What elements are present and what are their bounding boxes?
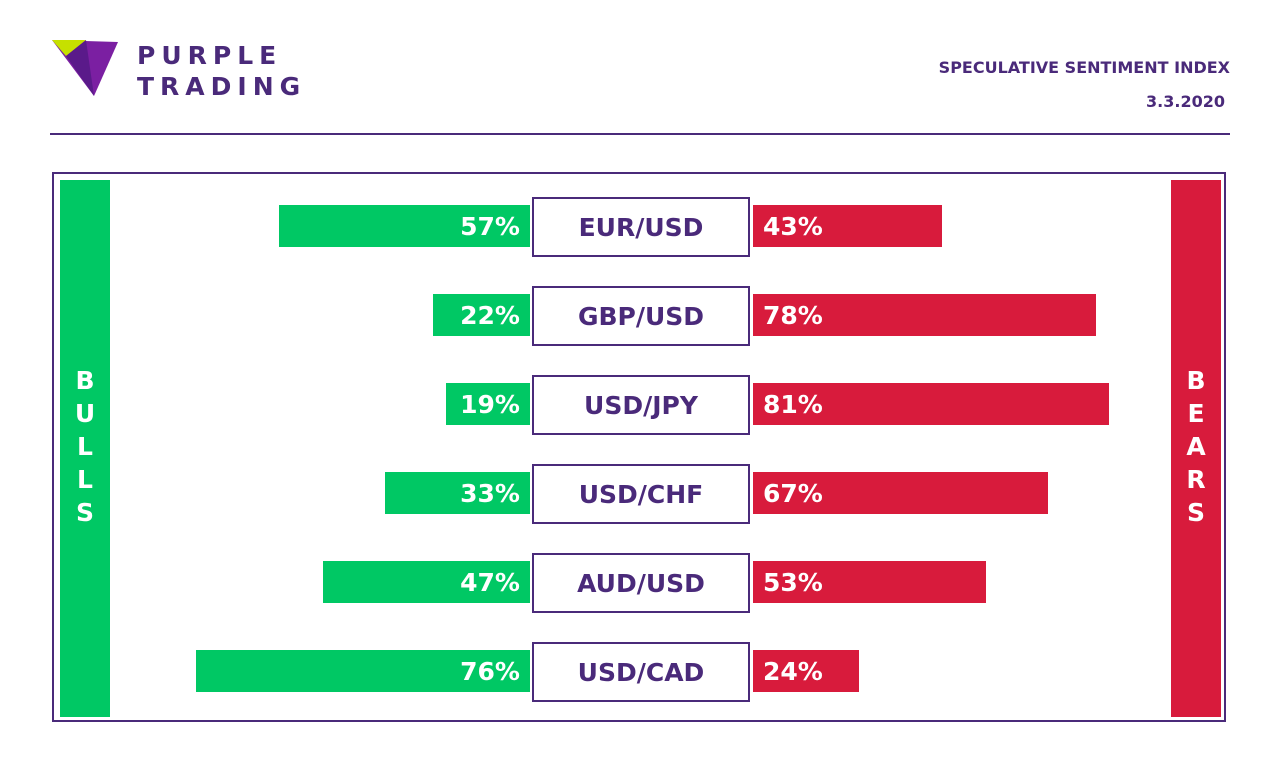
bear-bar-usd-chf: 67% [753, 472, 1048, 514]
bear-bar-gbp-usd: 78% [753, 294, 1097, 336]
currency-pair-label-eur-usd: EUR/USD [532, 197, 750, 257]
report-date: 3.3.2020 [1146, 92, 1225, 111]
bull-bar-usd-cad: 76% [195, 650, 530, 692]
bull-percent-label: 22% [460, 300, 520, 330]
header-divider [50, 133, 1230, 135]
bull-bar-eur-usd: 57% [279, 205, 530, 247]
bull-percent-label: 47% [460, 567, 520, 597]
bear-bar-usd-jpy: 81% [753, 383, 1110, 425]
bull-percent-label: 33% [460, 478, 520, 508]
bear-percent-label: 81% [763, 389, 823, 419]
bull-percent-label: 76% [460, 656, 520, 686]
bear-bar-aud-usd: 53% [753, 561, 987, 603]
bull-bar-gbp-usd: 22% [433, 294, 530, 336]
bears-label: BEARS [1181, 366, 1211, 531]
bull-bar-usd-chf: 33% [384, 472, 530, 514]
bear-percent-label: 24% [763, 656, 823, 686]
bulls-label: BULLS [70, 366, 100, 531]
purple-trading-logo [52, 40, 118, 96]
currency-pair-label-usd-cad: USD/CAD [532, 642, 750, 702]
bear-percent-label: 43% [763, 211, 823, 241]
currency-pair-label-usd-chf: USD/CHF [532, 464, 750, 524]
brand-name: PURPLE TRADING [137, 40, 306, 102]
bull-bar-aud-usd: 47% [323, 561, 530, 603]
bull-percent-label: 19% [460, 389, 520, 419]
bull-percent-label: 57% [460, 211, 520, 241]
bears-side-bar: BEARS [1171, 180, 1221, 717]
bear-percent-label: 78% [763, 300, 823, 330]
currency-pair-label-gbp-usd: GBP/USD [532, 286, 750, 346]
page-title: SPECULATIVE SENTIMENT INDEX [938, 58, 1230, 77]
bear-bar-usd-cad: 24% [753, 650, 859, 692]
currency-pair-label-usd-jpy: USD/JPY [532, 375, 750, 435]
bull-bar-usd-jpy: 19% [446, 383, 530, 425]
brand-name-line1: PURPLE [137, 41, 283, 70]
brand-name-line2: TRADING [137, 72, 307, 101]
bulls-side-bar: BULLS [60, 180, 110, 717]
chart-panel [52, 172, 1226, 722]
bear-bar-eur-usd: 43% [753, 205, 943, 247]
bear-percent-label: 53% [763, 567, 823, 597]
currency-pair-label-aud-usd: AUD/USD [532, 553, 750, 613]
bear-percent-label: 67% [763, 478, 823, 508]
